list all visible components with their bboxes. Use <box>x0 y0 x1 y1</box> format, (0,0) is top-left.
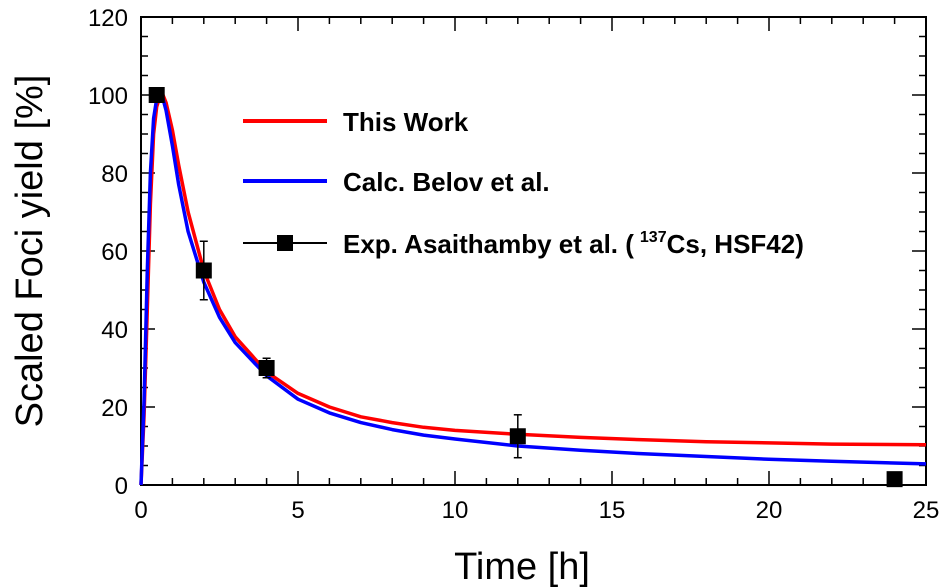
data-point <box>195 262 212 279</box>
legend-item-this-work: This Work <box>243 107 469 137</box>
y-tick-label: 80 <box>101 161 128 188</box>
x-tick-label: 20 <box>756 497 783 524</box>
tick-labels: 0 5 10 15 20 25 0 20 40 60 80 100 120 <box>88 5 939 524</box>
data-point <box>148 87 165 103</box>
x-tick-label: 10 <box>442 497 469 524</box>
legend-label-asaithamby-main: Exp. Asaithamby et al. ( <box>343 229 634 259</box>
y-tick-label: 60 <box>101 239 128 266</box>
y-tick-label: 0 <box>115 473 128 500</box>
y-tick-label: 40 <box>101 317 128 344</box>
x-tick-label: 15 <box>599 497 626 524</box>
y-tick-label: 20 <box>101 395 128 422</box>
legend-label-asaithamby-sup: 137 <box>640 229 667 246</box>
series-layer <box>139 87 927 488</box>
x-tick-label: 5 <box>291 497 304 524</box>
y-tick-label: 100 <box>88 83 128 110</box>
x-tick-label: 25 <box>913 497 940 524</box>
series-1 <box>139 93 927 486</box>
data-point <box>258 360 275 376</box>
legend-swatch-marker-asaithamby <box>277 235 293 251</box>
y-tick-label: 120 <box>88 5 128 32</box>
legend-label-asaithamby: Exp. Asaithamby et al. ( 137Cs, HSF42) <box>343 229 804 259</box>
y-axis-title: Scaled Foci yield [%] <box>9 75 51 428</box>
data-point <box>886 471 903 488</box>
x-axis-title: Time [h] <box>454 546 590 587</box>
legend-label-asaithamby-tail: Cs, HSF42) <box>667 229 804 259</box>
series-line <box>139 93 927 486</box>
legend: This Work Calc. Belov et al. Exp. Asaith… <box>243 107 804 259</box>
legend-label-belov: Calc. Belov et al. <box>343 167 550 197</box>
axis-ticks <box>140 16 927 486</box>
legend-item-asaithamby: Exp. Asaithamby et al. ( 137Cs, HSF42) <box>243 229 804 259</box>
legend-item-belov: Calc. Belov et al. <box>243 167 550 197</box>
series-line <box>139 93 927 486</box>
data-point <box>509 428 526 445</box>
legend-label-this-work: This Work <box>343 107 469 137</box>
series-0 <box>139 93 927 486</box>
x-tick-label: 0 <box>134 497 147 524</box>
series-2 <box>148 87 903 488</box>
